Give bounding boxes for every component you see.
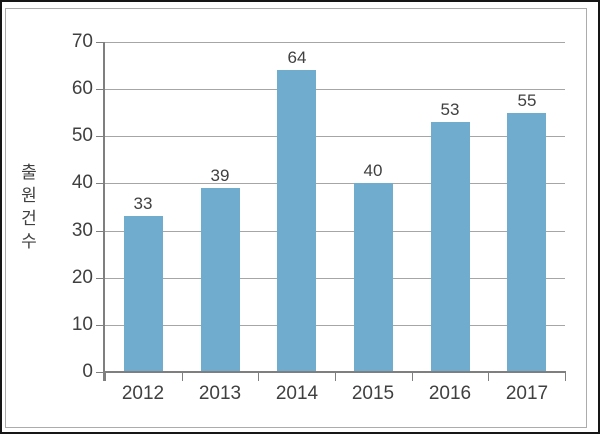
x-axis-tick [105, 373, 106, 381]
y-axis-tick [96, 325, 104, 326]
x-axis-tick-label: 2012 [121, 383, 165, 404]
x-axis-tick [565, 373, 566, 381]
y-axis-tick [96, 136, 104, 137]
gridline [105, 231, 565, 232]
bar-value-label: 40 [363, 161, 383, 180]
x-axis-tick-label: 2015 [351, 383, 395, 404]
y-axis-tick-label: 30 [71, 220, 93, 241]
y-axis-tick-label: 40 [71, 172, 93, 193]
x-axis-tick [258, 373, 259, 381]
y-axis-tick [96, 89, 104, 90]
x-axis-tick [182, 373, 183, 381]
y-axis-title-char: 원 [21, 186, 37, 205]
y-axis-tick [96, 42, 104, 43]
y-axis-tick-label: 20 [71, 267, 93, 288]
x-axis-tick [488, 373, 489, 381]
bar-value-label: 53 [440, 100, 460, 119]
x-axis-tick-label: 2017 [505, 383, 549, 404]
y-axis-tick-label: 50 [71, 125, 93, 146]
bar-value-label: 55 [517, 91, 537, 110]
y-axis-title-char: 건 [21, 209, 37, 228]
x-axis-tick [412, 373, 413, 381]
y-axis-title-char: 출 [21, 163, 37, 182]
y-axis-tick [96, 278, 104, 279]
y-axis-title-char: 수 [21, 232, 37, 251]
bar [507, 113, 546, 372]
gridline [105, 136, 565, 137]
bar-value-label: 33 [133, 194, 153, 213]
bar [124, 216, 163, 372]
x-axis-tick-label: 2014 [275, 383, 319, 404]
x-axis-tick [335, 373, 336, 381]
y-axis-line [103, 42, 105, 381]
y-axis-tick [96, 183, 104, 184]
y-axis-tick-label: 60 [71, 78, 93, 99]
x-axis-tick-label: 2013 [198, 383, 242, 404]
gridline [105, 325, 565, 326]
y-axis-tick-label: 0 [82, 361, 93, 382]
bar [431, 122, 470, 372]
gridline [105, 42, 565, 43]
x-axis-tick-label: 2016 [428, 383, 472, 404]
bar [201, 188, 240, 372]
bar-value-label: 39 [210, 166, 230, 185]
y-axis-tick [96, 231, 104, 232]
bar-value-label: 64 [287, 48, 307, 67]
x-axis-line [103, 371, 566, 373]
y-axis-tick [96, 372, 104, 373]
gridline [105, 278, 565, 279]
plot-area: 33 39 64 40 53 55 [105, 42, 565, 372]
y-axis-tick-label: 70 [71, 31, 93, 52]
y-axis-tick-label: 10 [71, 314, 93, 335]
gridline [105, 89, 565, 90]
bar [354, 183, 393, 372]
bar [277, 70, 316, 372]
gridline [105, 183, 565, 184]
